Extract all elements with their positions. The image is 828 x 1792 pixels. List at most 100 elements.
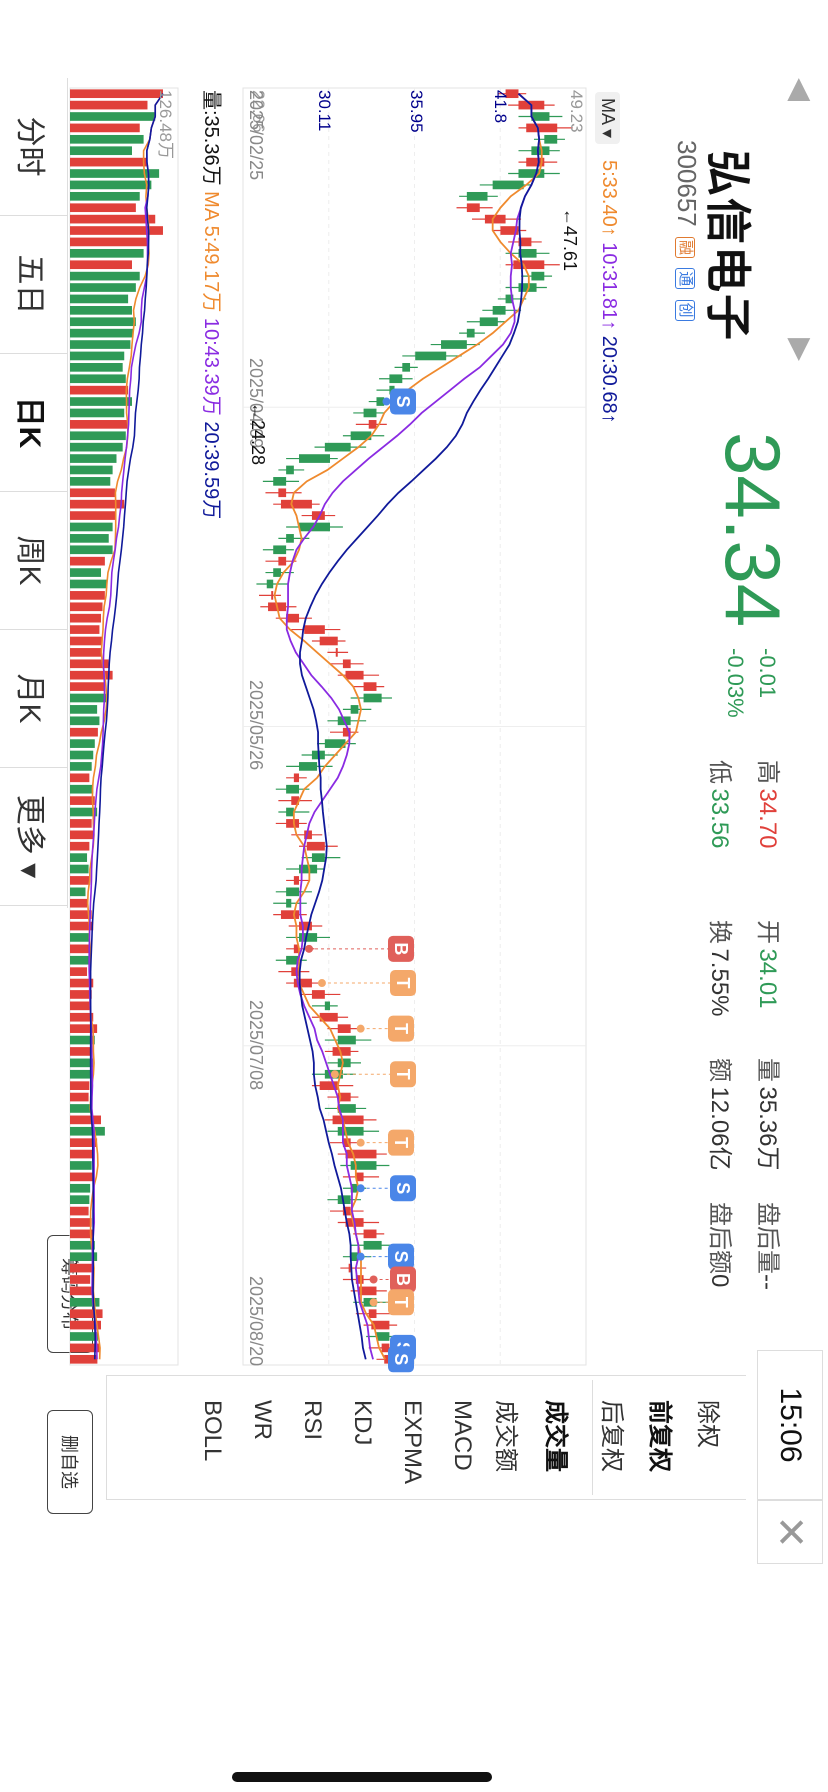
- candle-body-41: [278, 556, 287, 566]
- candle-body-3: [526, 123, 558, 133]
- volume-bar-95: [70, 1172, 94, 1182]
- candle-body-46: [286, 613, 300, 623]
- volume-bar-8: [70, 180, 152, 190]
- volume-bar-13: [70, 237, 148, 247]
- volume-bar-49: [70, 648, 101, 657]
- volume-bar-74: [70, 933, 90, 942]
- candle-body-54: [350, 705, 359, 714]
- candle-body-24: [402, 363, 411, 372]
- signal-box-2: [390, 970, 416, 997]
- volume-bar-11: [70, 214, 156, 224]
- volume-bar-96: [70, 1183, 91, 1193]
- volume-bar-99: [70, 1218, 92, 1227]
- ma10-legend: 10:31.81↑: [598, 242, 620, 331]
- candle-body-9: [466, 191, 488, 201]
- date-label-0: 2025/02/25: [246, 90, 266, 181]
- volume-bar-111: [69, 1354, 98, 1364]
- ma5-legend: 5:33.40↑: [598, 160, 620, 237]
- candle-body-64: [286, 819, 300, 828]
- signal-label-3: T: [391, 1023, 411, 1034]
- candle-body-35: [278, 488, 287, 498]
- volume-bar-48: [70, 636, 103, 646]
- candle-body-72: [280, 910, 300, 919]
- ma10-line: [285, 93, 541, 1360]
- candle-body-76: [286, 955, 300, 965]
- volume-bar-61: [70, 784, 94, 794]
- volume-bar-18: [69, 294, 129, 304]
- volume-bar-101: [70, 1240, 95, 1250]
- volume-bar-73: [70, 921, 94, 931]
- vol-legend: 量:35.36万: [200, 90, 222, 186]
- candle-body-5: [531, 146, 550, 156]
- volume-bar-97: [70, 1195, 90, 1205]
- volume-bar-105: [70, 1286, 92, 1296]
- candle-body-108: [371, 1320, 390, 1330]
- volume-bar-53: [70, 693, 108, 703]
- signal-label-7: S: [391, 1251, 411, 1263]
- candle-body-85: [337, 1058, 351, 1068]
- volume-bar-10: [70, 203, 136, 213]
- signal-box-5: [388, 1129, 414, 1156]
- candle-body-52: [363, 682, 377, 691]
- candle-body-51: [345, 670, 364, 680]
- volume-bar-56: [70, 727, 98, 737]
- candle-body-63: [286, 807, 294, 817]
- candle-body-29: [368, 420, 377, 429]
- candle-body-49: [335, 648, 338, 657]
- candle-body-34: [273, 477, 287, 486]
- signal-label-2: T: [393, 978, 413, 989]
- signal-dot-7: [356, 1252, 365, 1261]
- candle-body-20: [479, 317, 498, 327]
- candle-body-95: [355, 1172, 364, 1182]
- candle-body-90: [332, 1115, 364, 1125]
- volume-bar-84: [70, 1047, 92, 1056]
- candle-body-69: [293, 876, 300, 885]
- volume-frame: [69, 87, 179, 1366]
- volume-bar-7: [69, 169, 160, 178]
- signal-box-7: [388, 1243, 414, 1270]
- volume-bar-86: [70, 1069, 91, 1079]
- candle-body-89: [337, 1104, 356, 1113]
- ma-selector[interactable]: MA ▾: [595, 92, 620, 145]
- volume-bar-33: [69, 465, 113, 475]
- volume-bar-16: [70, 271, 140, 281]
- candle-body-25: [389, 374, 403, 384]
- volume-bar-54: [69, 705, 98, 714]
- candle-body-43: [266, 579, 274, 589]
- candle-body-91: [337, 1126, 364, 1136]
- candle-body-107: [368, 1309, 377, 1319]
- volume-bar-45: [70, 602, 103, 612]
- vol-ma20-line: [89, 93, 164, 1360]
- ma20-legend: 20:30.68↑: [598, 335, 620, 424]
- candle-body-66: [306, 841, 325, 851]
- volume-bar-20: [70, 317, 136, 327]
- home-indicator[interactable]: [232, 1772, 492, 1782]
- volume-bar-62: [70, 796, 95, 805]
- volume-bar-59: [70, 762, 92, 771]
- candle-body-88: [337, 1092, 351, 1102]
- volume-bar-75: [70, 944, 91, 954]
- signal-box-9: [388, 1289, 414, 1316]
- volume-bar-28: [70, 408, 125, 418]
- volume-bar-79: [70, 990, 92, 999]
- candle-body-68: [299, 864, 318, 874]
- signal-label-4: T: [393, 1069, 413, 1080]
- volume-bar-34: [70, 477, 111, 486]
- volume-bar-25: [70, 374, 126, 384]
- date-label-4: 2025/08/20: [246, 1276, 266, 1367]
- candle-body-21: [466, 328, 475, 338]
- volume-bar-91: [70, 1126, 105, 1136]
- volume-bar-94: [70, 1161, 92, 1170]
- signal-dot-5: [356, 1138, 365, 1147]
- candle-body-47: [304, 625, 325, 634]
- candle-body-8: [492, 180, 524, 190]
- candle-body-77: [291, 967, 300, 976]
- high-annotation: ←47.61: [560, 208, 580, 272]
- volume-bar-0: [70, 89, 163, 99]
- candle-body-44: [271, 591, 274, 600]
- signal-dot-0: [382, 397, 391, 406]
- candle-body-80: [324, 1001, 331, 1011]
- candle-body-59: [299, 762, 318, 771]
- volume-bar-2: [70, 112, 156, 121]
